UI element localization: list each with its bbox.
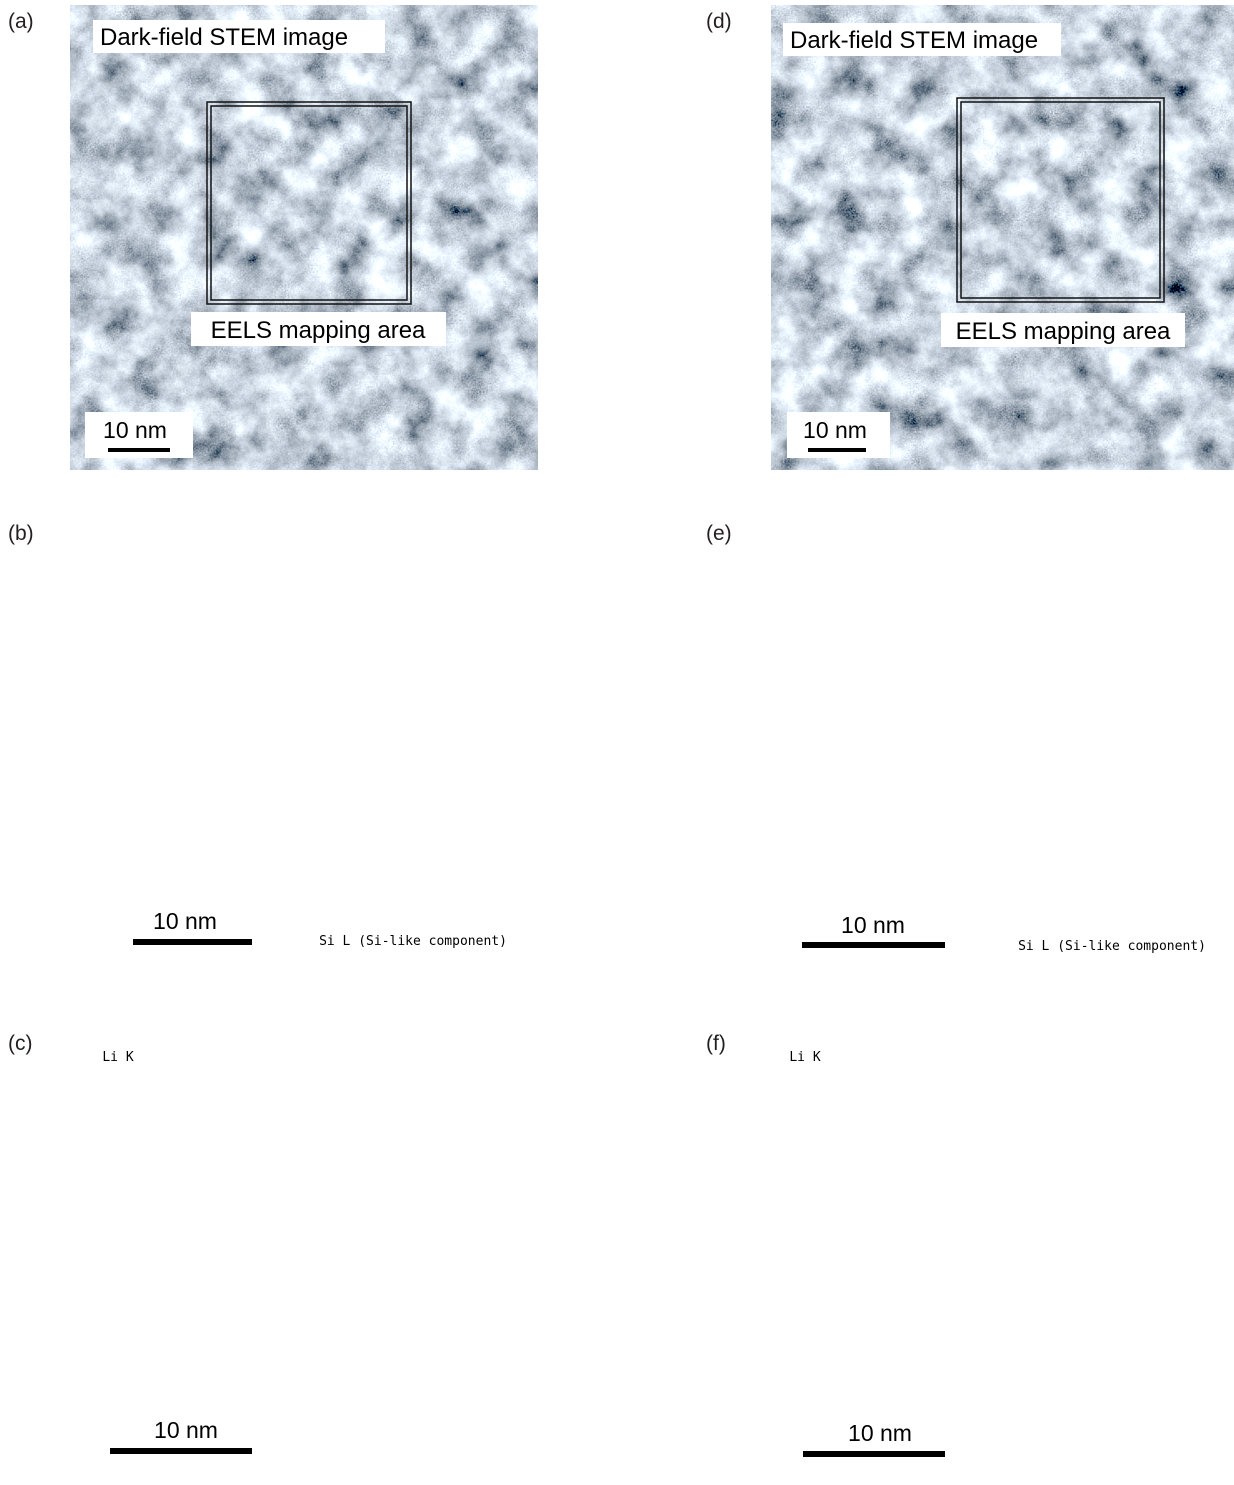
element-label: Li K xyxy=(789,1050,820,1065)
scale-label: 10 nm xyxy=(154,1417,218,1443)
scale-label: 10 nm xyxy=(103,417,167,443)
panel-label: (e) xyxy=(706,522,732,545)
scale-label: 10 nm xyxy=(841,912,905,938)
image-title: Dark-field STEM image xyxy=(100,24,348,51)
panel-label: (a) xyxy=(8,10,34,33)
scale-label: 10 nm xyxy=(803,417,867,443)
body: (a) Dark-field STEM image EELS mapping a… xyxy=(0,0,1234,1485)
image-title: Dark-field STEM image xyxy=(790,27,1038,54)
panel-a: (a) Dark-field STEM image EELS mapping a… xyxy=(8,5,538,470)
area-label: EELS mapping area xyxy=(211,317,426,344)
panel-f: (f) Li K 10 nm xyxy=(706,1025,1233,1483)
panel-c: (c) Li K 10 nm xyxy=(8,1025,538,1485)
panel-label: (c) xyxy=(8,1032,33,1055)
scale-label: 10 nm xyxy=(153,908,217,934)
stem-image xyxy=(70,5,538,470)
panel-d: (d) Dark-field STEM image EELS mapping a… xyxy=(706,5,1234,470)
element-label: Li K xyxy=(102,1050,133,1065)
map-caption: Si L (Si-like component) xyxy=(319,934,507,949)
panel-label: (b) xyxy=(8,522,34,545)
panel-label: (d) xyxy=(706,10,732,33)
figure: (a) Dark-field STEM image EELS mapping a… xyxy=(0,0,1234,1485)
panel-label: (f) xyxy=(706,1032,726,1055)
scale-label: 10 nm xyxy=(848,1420,912,1446)
area-label: EELS mapping area xyxy=(956,318,1171,345)
page: {"panels": [ {"label": "(a)", "title": "… xyxy=(0,0,1234,1485)
panel-e: (e) 10 nm Si L (Si-like component) xyxy=(706,515,1232,980)
panel-b: (b) 10 nm Si L (Si-like component) xyxy=(8,515,538,980)
map-caption: Si L (Si-like component) xyxy=(1018,939,1206,954)
